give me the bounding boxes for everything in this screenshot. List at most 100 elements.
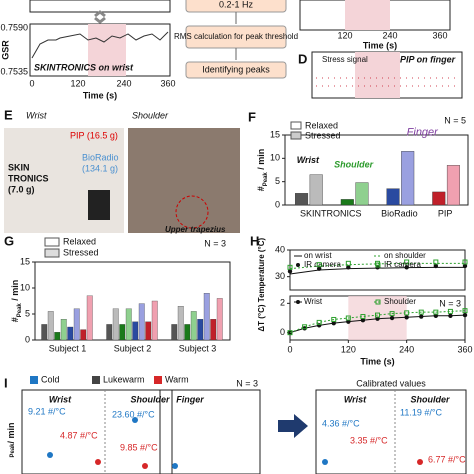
marker: [346, 265, 351, 270]
marker: [462, 308, 468, 314]
marker: [375, 312, 380, 318]
x-tick-label: Subject 1: [49, 343, 87, 353]
section-label: Finger: [176, 394, 204, 404]
legend-label: Warm: [165, 374, 189, 384]
marker: [142, 463, 148, 469]
y-tick-label: 0: [280, 327, 285, 337]
stress-region: [345, 0, 390, 30]
y-tick-label: 0: [25, 334, 30, 344]
marker: [287, 264, 293, 270]
bar: [190, 311, 197, 341]
bar: [47, 311, 54, 341]
marker: [287, 269, 293, 274]
y-tick-label: 5: [25, 308, 30, 318]
legend-swatch: [154, 376, 162, 384]
bar: [67, 326, 74, 341]
plot-frame: [284, 134, 469, 206]
panel-letter: H: [250, 233, 259, 248]
photo-label: Shoulder: [132, 110, 169, 120]
marker: [389, 315, 395, 321]
marker: [302, 326, 307, 331]
bar: [119, 324, 126, 341]
tick-label: 240: [382, 30, 397, 40]
annotation: 11.19 #/°C: [400, 407, 442, 417]
line: [289, 262, 465, 270]
photo: [128, 128, 240, 233]
y-label-part: #: [10, 317, 20, 322]
marker: [346, 319, 351, 324]
legend-label: Stressed: [305, 130, 341, 140]
legend-swatch: [290, 131, 302, 140]
y-label: Temperature (°C): [257, 237, 266, 302]
marker: [462, 263, 468, 269]
legend-swatch: [30, 376, 38, 384]
y-tick-label: 30: [275, 271, 285, 281]
bar: [210, 319, 217, 341]
annotation: Shoulder: [334, 160, 373, 170]
legend-label: Relaxed: [305, 120, 338, 130]
marker: [360, 314, 366, 320]
marker: [360, 318, 366, 323]
marker: [418, 309, 424, 315]
tick-label: 0: [29, 78, 34, 88]
x-tick-label: SKINTRONICS: [300, 208, 362, 218]
flow-step: 0.2-1 Hz: [219, 0, 254, 9]
marker: [404, 259, 410, 265]
line: [289, 310, 466, 334]
bar: [340, 199, 354, 206]
tick-label: 120: [70, 78, 85, 88]
stress-region: [88, 24, 126, 76]
marker: [331, 320, 336, 326]
panel-letter: F: [248, 109, 256, 124]
bar: [355, 182, 369, 206]
marker: [419, 314, 424, 319]
plot-frame: [315, 389, 467, 474]
legend-label: Stress signal: [322, 55, 368, 64]
bar: [386, 188, 400, 206]
tick-label: 0.7535: [0, 66, 28, 76]
section-label: Wrist: [344, 394, 367, 404]
bar: [197, 319, 204, 341]
y-label-part: #: [256, 186, 266, 191]
legend-swatch: [290, 121, 302, 130]
flow-step: Identifying peaks: [202, 64, 270, 74]
legend-label: IR camera: [304, 260, 341, 269]
panel-letter: E: [4, 107, 13, 122]
bar: [446, 165, 460, 206]
bar: [60, 319, 67, 341]
marker: [389, 311, 395, 317]
marker: [462, 312, 468, 318]
annotation: 4.36 #/°C: [322, 418, 360, 428]
x-tick-label: 240: [399, 344, 414, 354]
y-tick-label: 0: [275, 199, 280, 209]
device-label: BioRadio: [82, 152, 119, 162]
section-label: Shoulder: [410, 394, 449, 404]
flow-box: [185, 61, 287, 79]
bar: [80, 329, 87, 341]
legend-label: Lukewarm: [103, 374, 145, 384]
y-label-sub: Peak: [263, 172, 269, 187]
marker: [448, 313, 453, 318]
caption: PIP on finger: [400, 54, 456, 64]
x-tick-label: 360: [457, 344, 472, 354]
section-label: Shoulder: [130, 394, 169, 404]
annotation: Wrist: [297, 155, 320, 165]
tick-label: 240: [116, 78, 131, 88]
legend-swatch: [296, 300, 300, 304]
legend-swatch: [44, 237, 60, 247]
annotation: 9.85 #/°C: [120, 442, 158, 452]
y-label-part: / min: [6, 422, 16, 443]
bar: [132, 321, 139, 341]
bar: [203, 293, 210, 341]
marker: [287, 330, 293, 336]
bar: [401, 151, 415, 206]
y-label: ΔT (°C): [257, 304, 266, 332]
x-label: Time (s): [360, 356, 394, 366]
annotation: 9.21 #/°C: [28, 406, 66, 416]
x-tick-label: Subject 3: [179, 343, 217, 353]
photo-label: Wrist: [26, 110, 47, 120]
legend-swatch: [92, 376, 100, 384]
marker: [404, 265, 409, 270]
n-label: N = 5: [444, 115, 466, 125]
